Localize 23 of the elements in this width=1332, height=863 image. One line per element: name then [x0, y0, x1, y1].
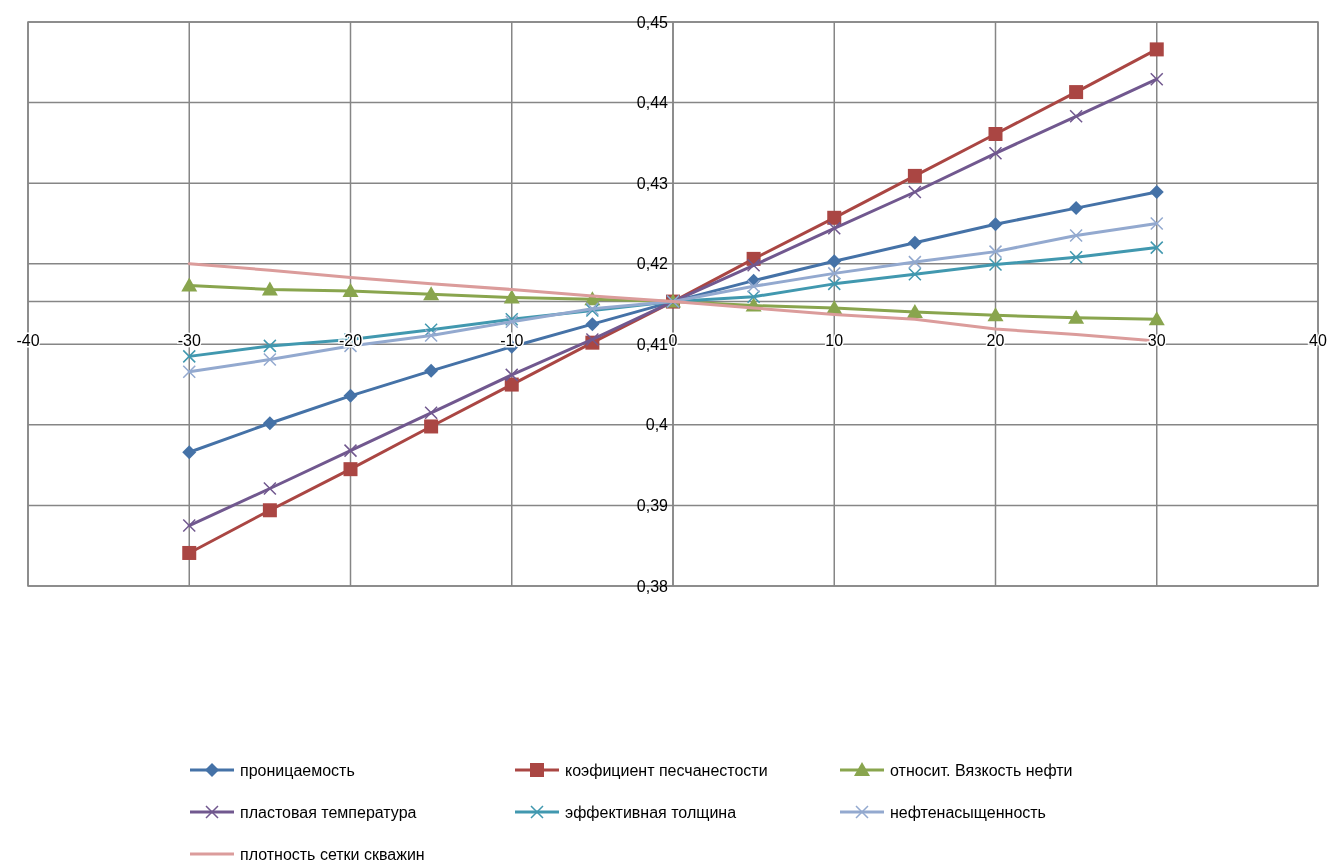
y-tick-label: 0,39 [636, 497, 669, 515]
legend-label: эффективная толщина [565, 803, 737, 821]
y-tick-label: 0,45 [636, 13, 669, 31]
y-tick-label: 0,4 [645, 416, 669, 434]
x-tick-label: 20 [986, 331, 1005, 349]
x-tick-label: 30 [1147, 331, 1166, 349]
y-tick-label: 0,38 [636, 577, 669, 595]
x-tick-label: -40 [16, 331, 40, 349]
y-tick-label: 0,44 [636, 94, 669, 112]
legend-label: коэфициент песчанестости [565, 761, 768, 779]
legend-label: нефтенасыщенность [890, 803, 1046, 821]
x-tick-label: 0 [668, 331, 678, 349]
legend-label: пластовая температура [240, 803, 417, 821]
x-tick-label: 40 [1309, 331, 1327, 349]
x-tick-label: -30 [177, 331, 201, 349]
x-tick-label: -20 [338, 331, 363, 349]
y-tick-label: 0,41 [636, 335, 669, 353]
y-tick-label: 0,42 [636, 255, 669, 273]
x-tick-label: 10 [825, 331, 844, 349]
legend-label: плотность сетки скважин [240, 845, 425, 863]
legend-label: относит. Вязкость нефти [890, 761, 1073, 779]
legend-label: проницаемость [240, 761, 355, 779]
y-tick-label: 0,43 [636, 174, 669, 192]
